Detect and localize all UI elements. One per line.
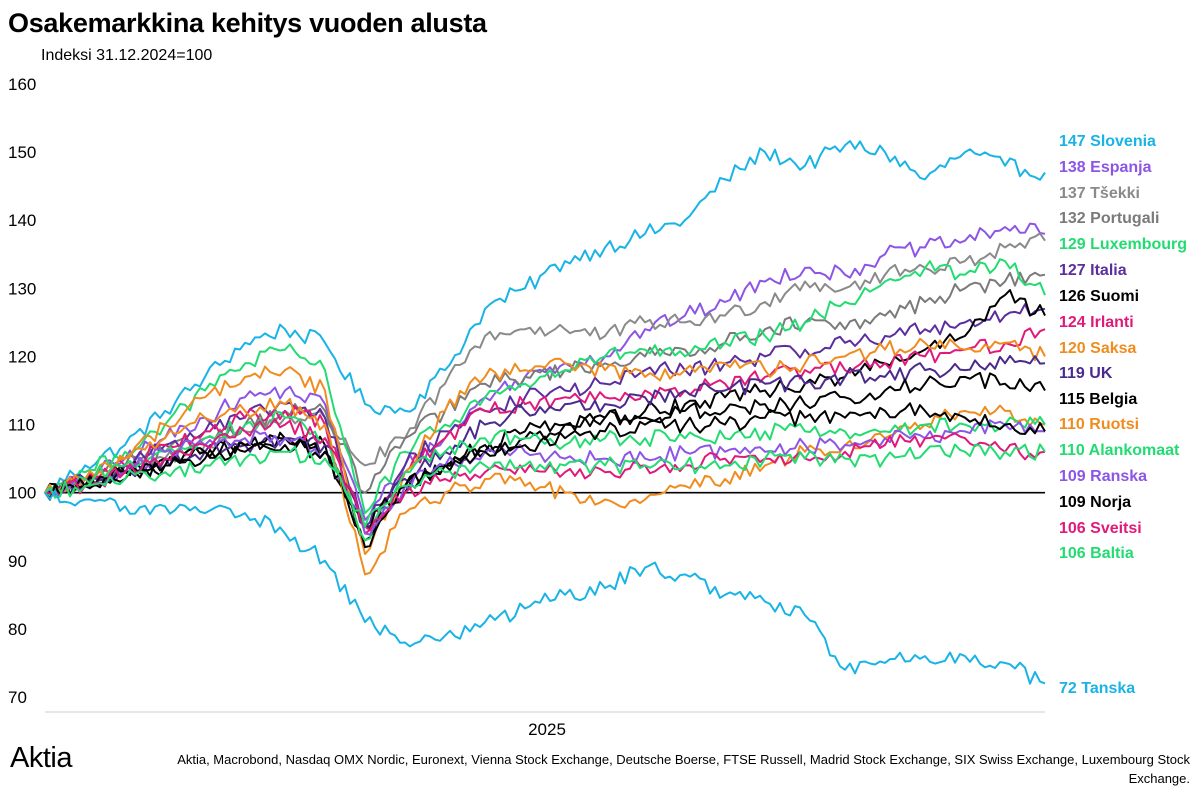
series-line-slovenia: [44, 140, 1046, 494]
end-labels: 147 Slovenia 138 Espanja 137 Tšekki 132 Por…: [1059, 133, 1187, 697]
series-line-alankomaat: [44, 410, 1046, 542]
series-line-tanska: [44, 490, 1046, 685]
series-line-norja: [44, 402, 1046, 530]
y-tick-label: 80: [8, 620, 27, 639]
end-label-suomi: 126 Suomi: [1059, 288, 1139, 305]
end-label-ranska: 109 Ranska: [1059, 468, 1147, 485]
y-tick-label: 150: [8, 143, 36, 162]
end-label-alankomaat: 110 Alankomaat: [1059, 442, 1180, 459]
series-line-espanja: [44, 222, 1046, 521]
source-note: Aktia, Macrobond, Nasdaq OMX Nordic, Eur…: [177, 752, 1190, 786]
y-tick-label: 110: [8, 416, 35, 435]
end-label-italia: 127 Italia: [1059, 262, 1127, 279]
series-line-belgia: [44, 371, 1046, 549]
series-line-uk: [44, 354, 1046, 528]
y-tick-label: 130: [8, 279, 36, 298]
x-axis: 2025: [45, 711, 1045, 739]
end-label-luxembourg: 129 Luxembourg: [1059, 236, 1187, 253]
series-line-irlanti: [44, 327, 1046, 535]
chart-title: Osakemarkkina kehitys vuoden alusta: [8, 8, 487, 38]
aktia-logo: Aktia: [10, 742, 72, 774]
end-label-irlanti: 124 Irlanti: [1059, 314, 1134, 331]
end-label-slovenia: 147 Slovenia: [1059, 133, 1156, 150]
end-label-norja: 109 Norja: [1059, 494, 1131, 511]
end-label-uk: 119 UK: [1059, 365, 1113, 382]
end-label-sveitsi: 106 Sveitsi: [1059, 520, 1142, 537]
chart-subtitle: Indeksi 31.12.2024=100: [41, 47, 213, 64]
y-tick-label: 120: [8, 347, 36, 366]
y-tick-label: 100: [8, 484, 36, 503]
series-line-tšekki: [44, 232, 1046, 497]
series-line-sveitsi: [44, 418, 1046, 532]
end-label-espanja: 138 Espanja: [1059, 159, 1152, 176]
series-layer: [44, 140, 1046, 685]
end-label-baltia: 106 Baltia: [1059, 545, 1134, 562]
y-axis: 70 80 90 100 110 120 130 140 150 160: [8, 75, 36, 707]
end-label-saksa: 120 Saksa: [1059, 340, 1137, 357]
end-label-tšekki: 137 Tšekki: [1059, 185, 1140, 202]
end-label-portugali: 132 Portugali: [1059, 210, 1159, 227]
end-label-ruotsi: 110 Ruotsi: [1059, 416, 1139, 433]
series-line-suomi: [44, 289, 1046, 542]
series-line-baltia: [44, 443, 1046, 528]
series-line-luxembourg: [44, 258, 1046, 515]
y-tick-label: 140: [8, 211, 36, 230]
series-line-saksa: [44, 337, 1046, 555]
x-tick-label: 2025: [528, 720, 566, 739]
end-label-belgia: 115 Belgia: [1059, 391, 1137, 408]
series-line-ruotsi: [44, 397, 1046, 576]
y-tick-label: 160: [8, 75, 36, 94]
end-label-tanska: 72 Tanska: [1059, 680, 1135, 697]
y-tick-label: 90: [8, 552, 27, 571]
y-tick-label: 70: [8, 688, 27, 707]
